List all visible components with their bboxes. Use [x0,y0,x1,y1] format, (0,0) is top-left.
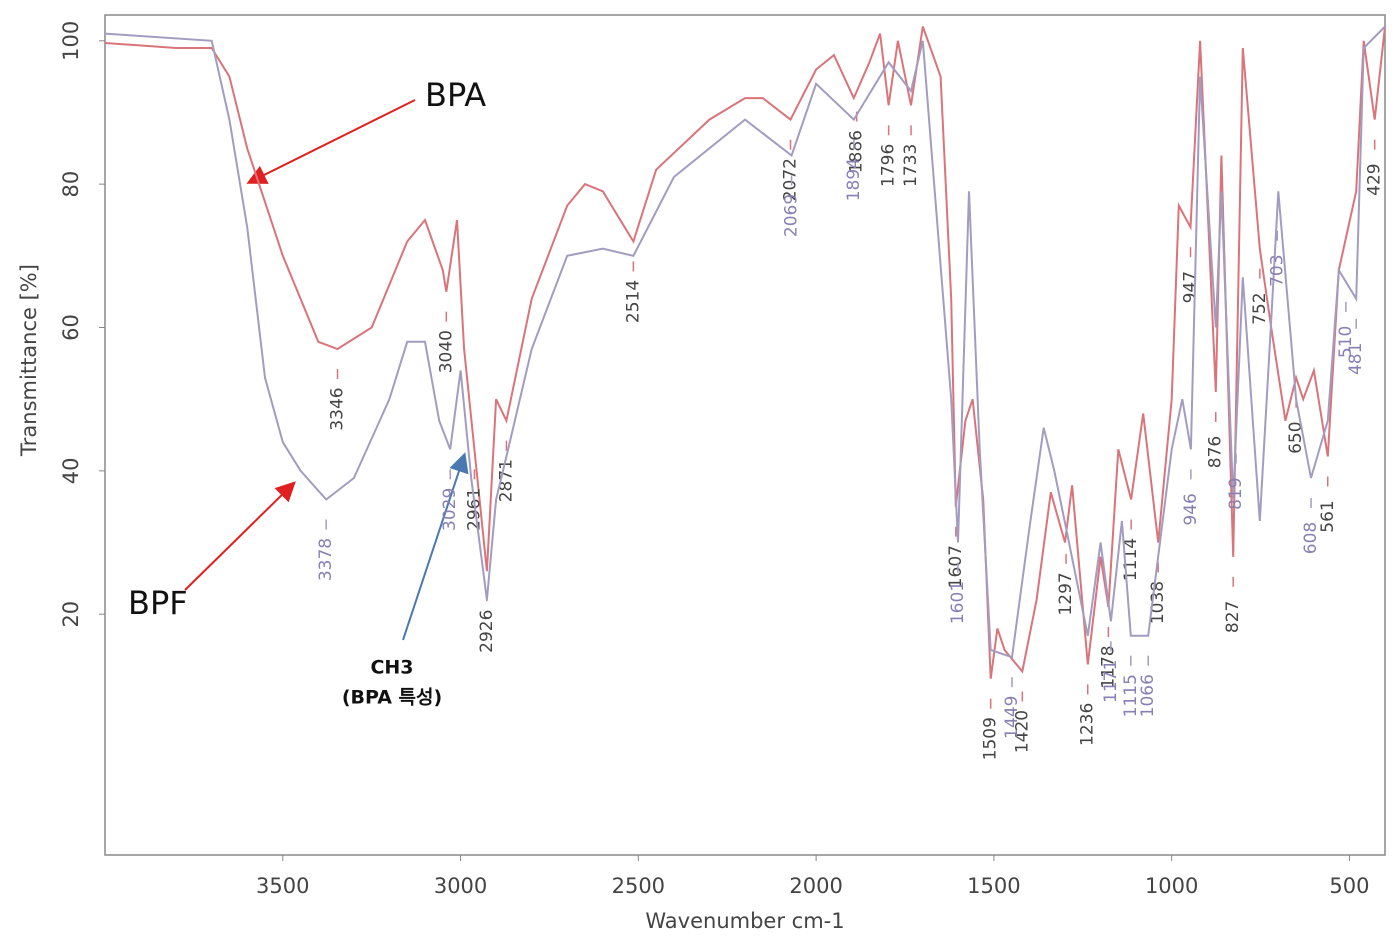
peak-label: 2871 [496,459,516,502]
x-tick-label: 2000 [789,874,842,898]
peak-label: 1796 [879,144,899,187]
peak-label: 752 [1250,292,1270,324]
peak-label: 3346 [328,387,348,430]
peak-label: 1297 [1056,572,1076,615]
peak-label: 1066 [1138,674,1158,717]
peak-label: 1733 [901,144,921,187]
peak-label: 2514 [623,280,643,323]
arrow [402,452,469,641]
series-label: BPF [128,584,188,622]
peak-label: 946 [1181,493,1201,525]
peak-label: 703 [1267,254,1287,286]
peak-label: 3040 [436,330,456,373]
peak-label: 1449 [1002,696,1022,739]
x-tick-label: 1500 [967,874,1020,898]
peak-label: 1894 [844,158,864,201]
peak-label: 608 [1301,522,1321,554]
spectrum-line [104,26,1386,679]
annotation: (BPA 특성) [342,687,442,709]
x-axis-label: Wavenumber cm-1 [645,909,844,933]
y-tick-label: 100 [59,21,83,61]
series-label: BPA [425,76,486,114]
peak-label: 1178 [1098,645,1118,688]
peak-label: 3029 [440,488,460,531]
x-tick-label: 1000 [1145,874,1198,898]
arrow [184,481,296,591]
y-tick-label: 80 [59,171,83,198]
spectrum-line [104,25,1386,659]
peak-label: 876 [1206,436,1226,468]
peak-label: 1601 [948,581,968,624]
annotation: CH3 [370,657,413,679]
x-tick-label: 3000 [434,874,487,898]
y-axis-label: Transmittance [%] [17,264,41,457]
peak-label: 1115 [1121,674,1141,717]
y-tick-label: 40 [59,457,83,484]
plot-frame [104,14,1386,856]
x-tick-label: 2500 [612,874,665,898]
peak-label: 827 [1223,601,1243,633]
x-tick-label: 500 [1329,874,1369,898]
peak-label: 2072 [781,158,801,201]
y-tick-label: 20 [59,601,83,628]
arrow [246,99,416,184]
peak-label: 1509 [981,717,1001,760]
peak-label: 429 [1365,163,1385,195]
peak-label: 819 [1226,477,1246,509]
peak-label: 947 [1181,271,1201,303]
peak-label: 510 [1336,326,1356,358]
peak-label: 1886 [847,130,867,173]
peak-label: 3378 [316,538,336,581]
peak-label: 2926 [477,610,497,653]
peak-label: 1607 [946,545,966,588]
peak-label: 1236 [1078,703,1098,746]
peak-label: 481 [1346,343,1366,375]
x-tick-label: 3500 [256,874,309,898]
peak-label: 1420 [1012,710,1032,753]
peak-label: 561 [1318,500,1338,532]
peak-label: 1171 [1101,660,1121,703]
peak-label: 2069 [782,194,802,237]
y-tick-label: 60 [59,314,83,341]
